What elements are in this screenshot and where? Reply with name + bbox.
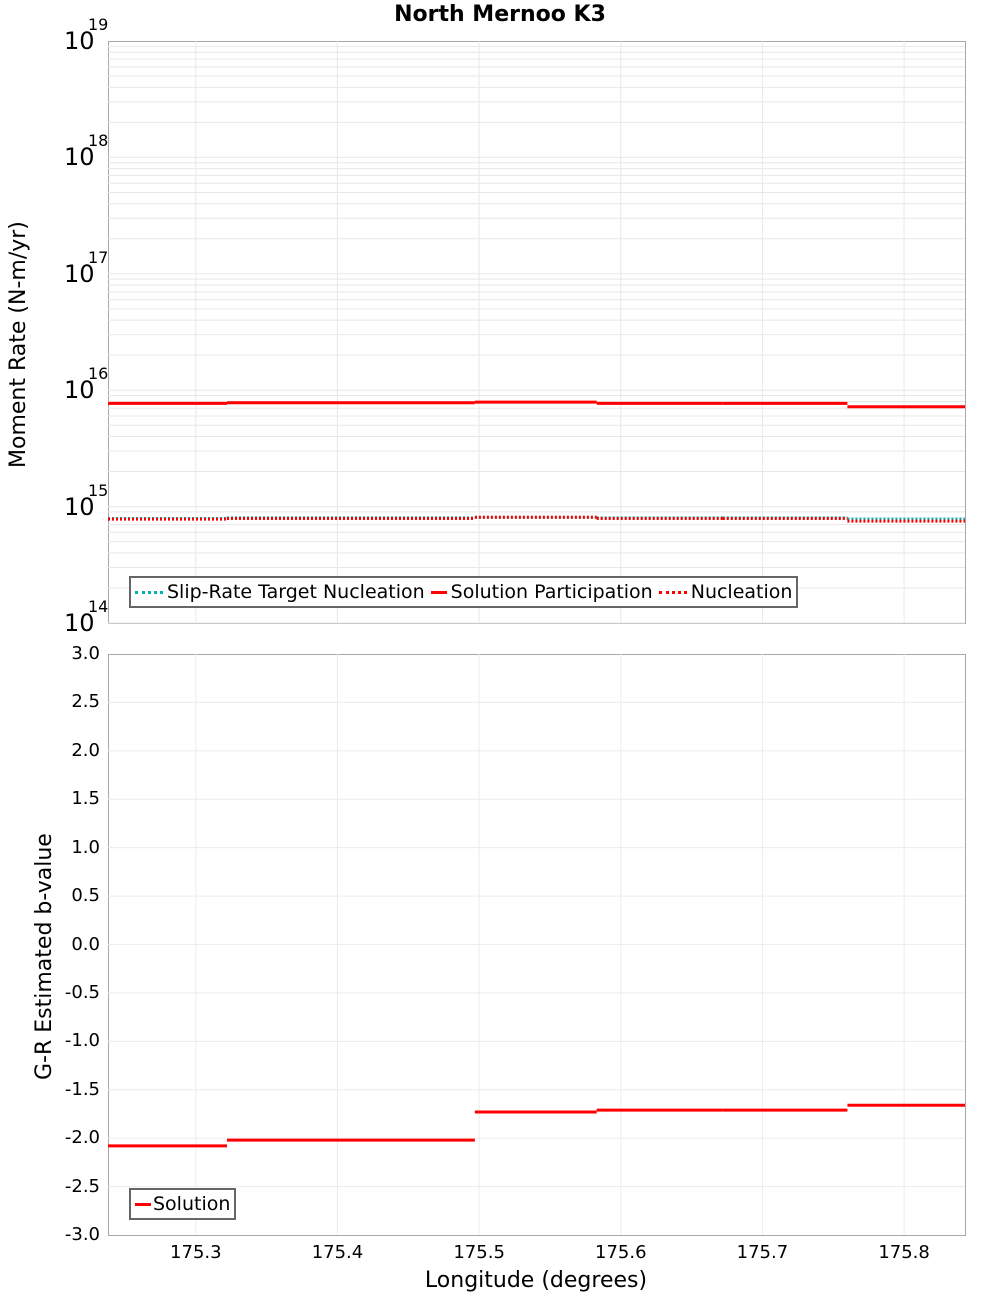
bottom-legend: Solution <box>129 1188 237 1220</box>
y-tick-label: 10 18 <box>64 131 109 172</box>
y-tick-label: 1.0 <box>71 836 100 858</box>
y-tick-label: -2.5 <box>64 1175 100 1197</box>
y-tick-label: -0.5 <box>64 981 100 1003</box>
y-tick-label: 3.0 <box>71 643 100 664</box>
x-tick-label: 175.5 <box>453 1242 505 1263</box>
legend-item-solution-participation: Solution Participation <box>430 581 653 603</box>
legend-item-slip-rate: Slip-Rate Target Nucleation <box>135 581 425 603</box>
top-plot-area <box>108 41 966 624</box>
legend-label: Solution Participation <box>450 581 653 603</box>
y-tick-label: 10 16 <box>64 364 109 405</box>
legend-label: Nucleation <box>690 581 793 603</box>
y-tick-label: -1.0 <box>64 1030 100 1052</box>
legend-label: Solution <box>153 1193 231 1215</box>
solid-red-line-icon <box>430 590 447 594</box>
y-tick-label: 10 14 <box>64 597 109 637</box>
dotted-red-line-icon <box>658 590 687 594</box>
y-tick-label: 10 15 <box>64 480 109 521</box>
legend-item-solution: Solution <box>135 1193 230 1215</box>
y-tick-label: 0.5 <box>71 885 100 907</box>
y-tick-label: -1.5 <box>64 1078 100 1100</box>
x-tick-label: 175.6 <box>595 1242 647 1263</box>
x-tick-label: 175.8 <box>878 1242 930 1263</box>
y-tick-label: 10 17 <box>64 247 109 288</box>
top-legend: Slip-Rate Target Nucleation Solution Par… <box>129 576 799 608</box>
legend-label: Slip-Rate Target Nucleation <box>167 581 425 603</box>
y-tick-label: 0.0 <box>71 933 100 955</box>
solid-red-line-icon <box>135 1202 151 1206</box>
x-axis-label: Longitude (degrees) <box>424 1268 648 1293</box>
dotted-cyan-line-icon <box>135 590 163 594</box>
x-tick-label: 175.3 <box>170 1242 222 1263</box>
y-tick-label: 10 19 <box>64 15 109 55</box>
y-tick-label: -3.0 <box>64 1224 100 1245</box>
x-tick-label: 175.4 <box>311 1242 364 1263</box>
y-tick-label: 2.0 <box>71 739 100 761</box>
legend-item-nucleation: Nucleation <box>658 581 793 603</box>
y-tick-label: 2.5 <box>71 691 100 713</box>
y-tick-label: -2.0 <box>64 1127 100 1149</box>
y-tick-label: 1.5 <box>71 788 100 810</box>
x-tick-label: 175.7 <box>736 1242 789 1263</box>
chart-title: North Mernoo K3 <box>394 2 606 27</box>
